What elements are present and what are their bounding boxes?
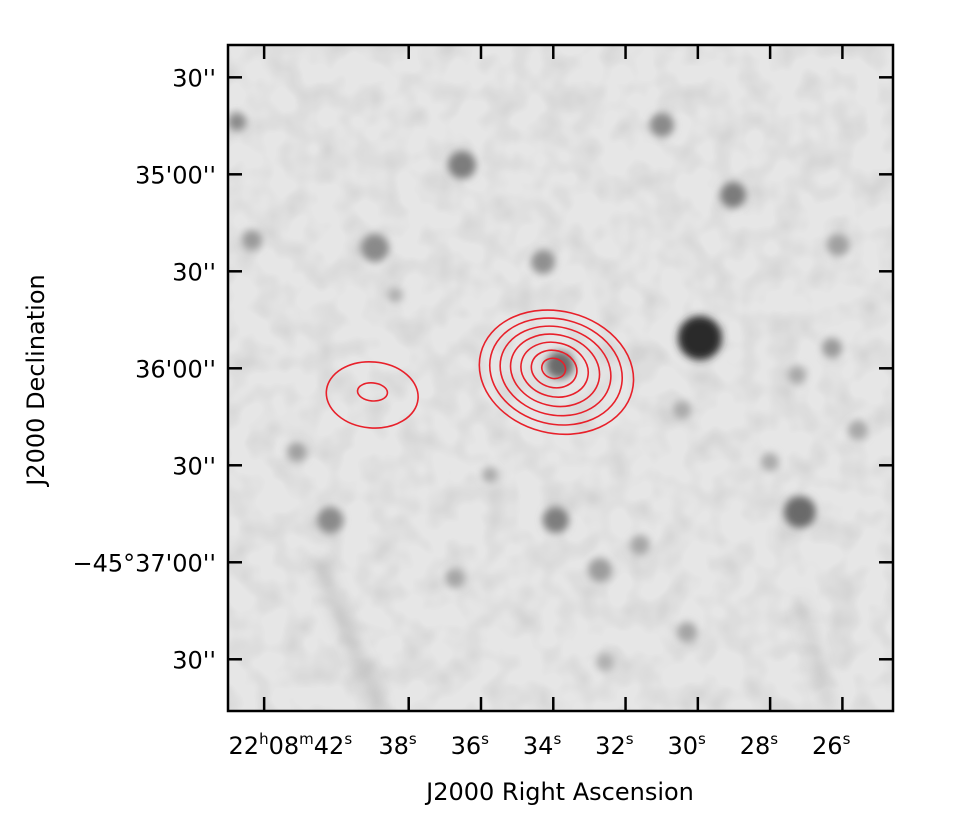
background-star bbox=[317, 507, 343, 533]
x-tick-label: 32s bbox=[595, 730, 634, 760]
y-tick-label: 30'' bbox=[172, 258, 216, 286]
x-tick-label: 22h08m42s bbox=[229, 730, 353, 760]
background-star bbox=[361, 234, 389, 262]
background-star bbox=[788, 366, 806, 384]
x-tick-label: 28s bbox=[740, 730, 779, 760]
background-star bbox=[848, 420, 868, 440]
plot-frame bbox=[226, 43, 895, 713]
background-streak bbox=[796, 598, 834, 711]
y-tick-label: 30'' bbox=[172, 64, 216, 92]
background-star bbox=[596, 653, 614, 671]
background-star bbox=[543, 507, 569, 533]
y-axis-ticks: 30'' 35'00'' 30'' 36'00'' 30'' −45°37'00'' 30'… bbox=[72, 64, 893, 674]
radio-contours bbox=[325, 309, 635, 436]
contour-level-0 bbox=[499, 325, 612, 417]
x-tick-label: 26s bbox=[812, 730, 851, 760]
contour-level-1 bbox=[325, 360, 419, 429]
background-star bbox=[761, 453, 779, 471]
background-star bbox=[242, 230, 262, 250]
background-star bbox=[588, 558, 612, 582]
x-tick-label: 30s bbox=[667, 730, 706, 760]
contour-level-0 bbox=[478, 309, 635, 436]
background-star bbox=[784, 496, 816, 528]
y-tick-label: −45°37'00'' bbox=[72, 549, 216, 577]
background-streak bbox=[313, 558, 385, 711]
background-star bbox=[387, 287, 403, 303]
background-star bbox=[546, 351, 574, 379]
background-star bbox=[630, 535, 650, 555]
background-star bbox=[822, 338, 842, 358]
background-star bbox=[228, 113, 246, 131]
x-tick-label: 34s bbox=[523, 730, 562, 760]
y-tick-label: 30'' bbox=[172, 452, 216, 480]
contour-level-0 bbox=[509, 333, 601, 408]
background-star bbox=[677, 622, 697, 642]
contour-level-0 bbox=[540, 357, 567, 380]
y-axis-title: J2000 Declination bbox=[22, 274, 50, 487]
x-tick-label: 38s bbox=[378, 730, 417, 760]
background-star bbox=[482, 467, 498, 483]
contour-level-1 bbox=[356, 382, 389, 402]
y-tick-label: 35'00'' bbox=[135, 161, 216, 189]
background-star bbox=[448, 151, 476, 179]
y-tick-label: 36'00'' bbox=[135, 355, 216, 383]
x-axis-title: J2000 Right Ascension bbox=[424, 778, 694, 806]
contour-level-0 bbox=[488, 317, 624, 426]
background-star bbox=[678, 316, 722, 360]
contour-level-0 bbox=[520, 341, 590, 398]
background-star bbox=[827, 234, 849, 256]
background-star bbox=[650, 113, 674, 137]
background-star bbox=[287, 442, 307, 462]
y-tick-label: 30'' bbox=[172, 646, 216, 674]
background-star bbox=[673, 401, 691, 419]
background-star bbox=[445, 568, 465, 588]
background-star bbox=[531, 250, 555, 274]
x-tick-label: 36s bbox=[451, 730, 490, 760]
x-axis-ticks: 22h08m42s 38s 36s 34s 32s 30s 28s 26s bbox=[229, 45, 851, 760]
contour-level-0 bbox=[530, 349, 578, 389]
background-star bbox=[720, 182, 746, 208]
